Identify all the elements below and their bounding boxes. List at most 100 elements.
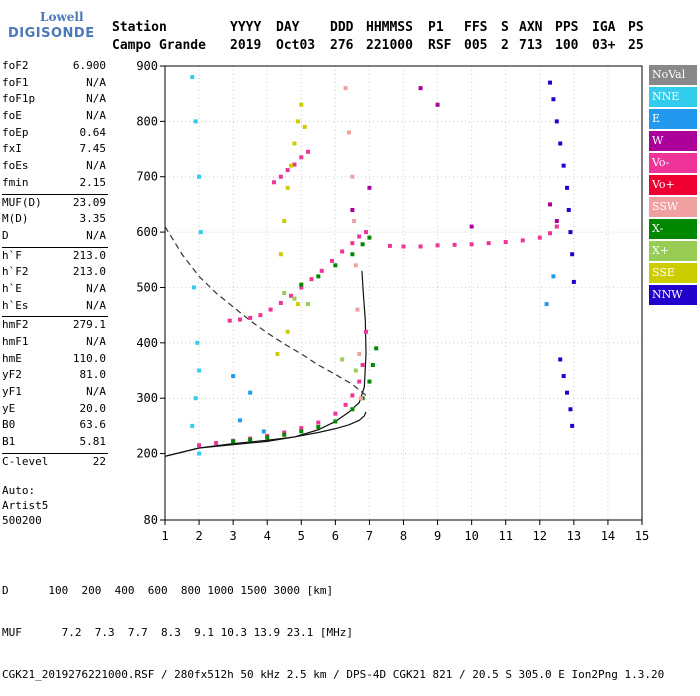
point-nnw [561,374,566,379]
point-nnw [566,207,571,212]
param-row: C-level 22 [2,455,108,472]
file-footer: CGK21_2019276221000.RSF / 280fx512h 50 k… [2,668,665,681]
x-tick-label: 13 [567,529,581,543]
point-x- [367,379,372,384]
point-x- [353,368,358,373]
x-tick-label: 2 [195,529,202,543]
profile-dashed-curve [164,226,367,396]
param-separator [2,246,108,248]
autoscaling-info: Auto: Artist5 500200 [2,483,48,528]
param-row: foEs N/A [2,159,108,176]
point-nne [197,451,202,456]
param-value: N/A [86,298,106,312]
point-e [237,418,242,423]
param-row: D N/A [2,229,108,246]
legend-item-xplus: X- [649,219,697,239]
point-vo- [268,307,273,312]
auto-program: Artist5 [2,499,49,512]
x-tick-label: 3 [230,529,237,543]
logo-line1: Lowell [40,10,84,24]
param-row: foEp 0.64 [2,126,108,143]
point-vo- [554,224,559,229]
param-value: 213.0 [72,248,106,262]
point-ssw [352,219,357,224]
point-w [350,207,355,212]
param-name: C-level [2,454,49,468]
point-vo- [486,241,491,246]
point-x- [248,437,253,442]
profile-solid-curve [164,270,367,457]
param-name: h`F2 [2,265,29,279]
ionogram-chart: 1 2 3 4 5 6 7 8 9 10 11 12 13 14 158020030040050060070… [136,59,649,543]
y-tick-label: 300 [136,391,158,405]
point-vo- [387,243,392,248]
point-sse [295,119,300,124]
point-vo- [258,313,263,318]
param-value: N/A [86,281,106,295]
param-name: M(D) [2,212,29,226]
point-vo- [360,362,365,367]
header-value-day: Oct03 [276,38,316,53]
point-nnw [548,80,553,85]
distance-row: D 100 200 400 600 800 1000 1500 3000 [km… [2,584,664,598]
param-name: foF1p [2,92,36,106]
param-row: yF2 81.0 [2,368,108,385]
param-row: foE N/A [2,109,108,126]
legend: NoVal NNE E W Vo- Vo+ SSW X- X+ SSE NNW [649,65,697,307]
point-vo- [299,426,304,431]
point-nne [191,285,196,290]
lowell-logo: Lowell DIGISONDE [2,4,102,48]
param-value: N/A [86,228,106,242]
x-tick-label: 1 [161,529,168,543]
param-row: h`Es N/A [2,299,108,316]
point-nnw [558,357,563,362]
point-vo- [537,235,542,240]
point-vo- [340,249,345,254]
point-nne [195,340,200,345]
param-name: fxI [2,142,22,156]
param-value: 6.900 [72,59,106,72]
param-name: foE [2,109,22,123]
point-vo- [364,329,369,334]
point-x- [299,429,304,434]
header-value-s: 2 [501,38,509,53]
point-sse [292,141,297,146]
param-name: yF2 [2,368,22,382]
header-value-pps: 100 [555,38,579,53]
param-name: D [2,228,9,242]
point-vo- [548,231,553,236]
param-value: N/A [86,75,106,89]
point-w [554,219,559,224]
param-name: yF1 [2,385,22,399]
point-vo- [350,393,355,398]
point-x- [370,362,375,367]
point-sse [275,351,280,356]
point-vo- [503,240,508,245]
param-name: hmF2 [2,318,29,332]
point-nne [193,396,198,401]
point-nne [193,119,198,124]
point-vo- [452,242,457,247]
point-vo- [469,242,474,247]
distance-label: D [2,584,9,597]
header-label-ffs: FFS [464,20,488,35]
param-row: M(D) 3.35 [2,212,108,229]
legend-item-voplus: Vo- [649,153,697,173]
param-name: foF1 [2,75,29,89]
header-label-hhmmss: HHMMSS [366,20,413,35]
param-value: 0.64 [79,125,107,139]
point-nnw [571,279,576,284]
param-name: foF2 [2,59,29,72]
param-value: 3.35 [79,212,107,226]
point-sse [299,102,304,107]
point-nne [198,230,203,235]
param-name: h`Es [2,298,29,312]
point-vo- [299,285,304,290]
param-name: h`E [2,281,22,295]
point-x- [316,274,321,279]
point-x- [367,235,372,240]
y-tick-label: 200 [136,447,158,461]
y-tick-label: 400 [136,336,158,350]
param-separator [2,452,108,454]
header-value-ddd: 276 [330,38,354,53]
